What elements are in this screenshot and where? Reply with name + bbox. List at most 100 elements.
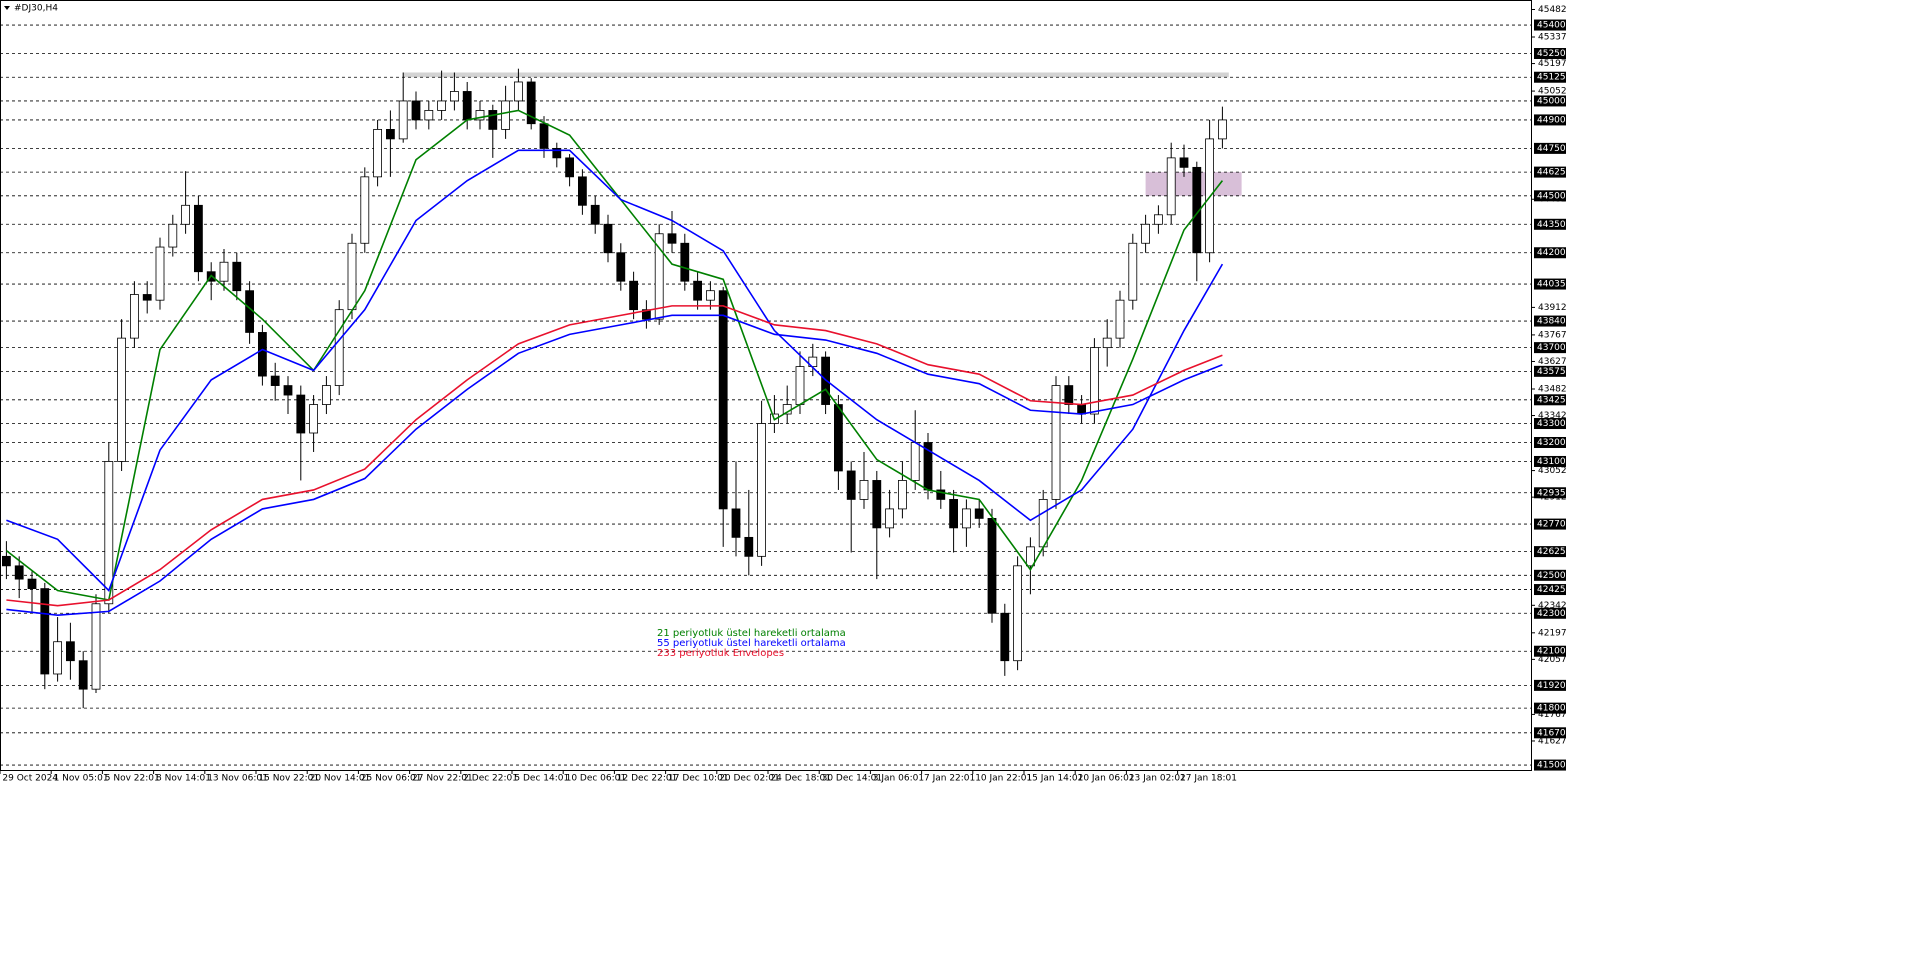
candle-body	[462, 91, 472, 121]
envelope-lower	[6, 314, 1223, 616]
x-tick-label: 5 Dec 14:01	[514, 774, 569, 784]
y-tick-label: 45482	[1538, 5, 1567, 15]
candle-body	[1013, 565, 1022, 662]
level-label: 43200	[1537, 438, 1566, 448]
candle-body	[718, 290, 728, 510]
ma-line	[6, 305, 1223, 607]
candle-body	[334, 309, 344, 386]
x-tick-label: 24 Dec 18:01	[770, 774, 831, 784]
candle-body	[706, 290, 715, 301]
level-label-box	[1534, 190, 1566, 202]
y-tick-label: 42057	[1538, 655, 1567, 665]
level-label-box	[1534, 436, 1566, 448]
candle-body	[411, 100, 421, 121]
level-label: 45250	[1537, 49, 1566, 59]
y-tick-label: 41767	[1538, 710, 1567, 720]
candle-body	[129, 294, 139, 339]
level-label: 41670	[1537, 728, 1566, 738]
x-tick-label: 8 Nov 14:01	[156, 774, 211, 784]
level-label: 44500	[1537, 191, 1566, 201]
level-label-box	[1534, 95, 1566, 107]
x-tick-label: 5 Nov 22:01	[105, 774, 160, 784]
y-tick-label: 43627	[1538, 357, 1567, 367]
y-tick-label: 42197	[1538, 628, 1567, 638]
level-label: 41800	[1537, 704, 1566, 714]
y-tick-label: 41627	[1538, 736, 1567, 746]
level-label-box	[1534, 48, 1566, 60]
level-label-box	[1534, 315, 1566, 327]
x-tick-label: 15 Jan 14:01	[1026, 774, 1083, 784]
candle-body	[667, 233, 677, 244]
candle-body	[270, 375, 280, 386]
level-label: 43840	[1537, 317, 1566, 327]
candle-body	[1026, 546, 1035, 567]
x-tick-label: 25 Nov 06:01	[361, 774, 422, 784]
candle-body	[629, 280, 638, 311]
candle-body	[680, 242, 690, 282]
candle-body	[347, 242, 357, 311]
candle-body	[526, 81, 536, 125]
y-tick-label: 45337	[1538, 33, 1567, 43]
candle-body	[949, 499, 958, 529]
level-label: 44035	[1537, 280, 1566, 290]
candle-body	[475, 110, 485, 121]
candle-body	[321, 385, 331, 405]
candle-body	[898, 480, 907, 510]
legend-entry: 55 periyotluk üstel hareketli ortalama	[657, 638, 846, 649]
zone	[403, 72, 1229, 78]
candle-body	[219, 261, 229, 282]
level-label: 45125	[1537, 73, 1566, 83]
x-tick-label: 7 Jan 22:01	[924, 774, 975, 784]
x-tick-label: 20 Jan 06:01	[1078, 774, 1135, 784]
candle-body	[1154, 214, 1163, 225]
candle-body	[987, 517, 997, 614]
candle-body	[539, 123, 549, 149]
candle-body	[962, 508, 971, 529]
y-tick-label: 45197	[1538, 59, 1567, 69]
level-label: 45000	[1537, 96, 1566, 106]
candle-body	[104, 461, 114, 605]
candle-body	[693, 280, 702, 301]
y-tick-label: 42342	[1538, 601, 1567, 611]
y-tick-label: 45052	[1538, 87, 1567, 97]
level-label: 42100	[1537, 647, 1566, 657]
level-label-box	[1534, 487, 1566, 499]
ma-line	[6, 149, 1224, 592]
x-tick-label: 15 Nov 22:01	[258, 774, 319, 784]
candle-body	[936, 489, 946, 500]
x-tick-label: 1 Nov 05:01	[54, 774, 109, 784]
candle-body	[590, 204, 600, 225]
candle-body	[885, 508, 894, 529]
candle-body	[731, 508, 741, 538]
candle-body	[795, 366, 805, 405]
x-tick-label: 23 Jan 02:01	[1129, 774, 1186, 784]
candle-body	[859, 480, 869, 500]
candle-body	[642, 309, 651, 320]
level-label-box	[1534, 418, 1566, 430]
candle-body	[910, 442, 920, 481]
candle-body	[437, 100, 447, 111]
x-tick-label: 2 Dec 22:01	[463, 774, 518, 784]
candle-body	[257, 332, 267, 377]
candle-body	[488, 110, 498, 130]
legend-entry: 233 periyotluk Envelopes	[657, 648, 784, 659]
candle-body	[1077, 404, 1086, 415]
candle-body	[1102, 337, 1112, 349]
level-label-box	[1534, 607, 1566, 619]
x-tick-label: 20 Nov 14:01	[310, 774, 371, 784]
level-label: 44750	[1537, 144, 1566, 154]
candle-body	[66, 641, 75, 662]
candle-body	[142, 294, 152, 301]
candle-body	[565, 157, 574, 178]
level-label: 44350	[1537, 220, 1566, 230]
menu-arrow[interactable]	[4, 6, 10, 10]
candle-body	[1218, 119, 1227, 140]
candle-body	[117, 337, 126, 462]
level-label-box	[1534, 166, 1566, 178]
candle-body	[1166, 157, 1176, 216]
candle-body	[744, 536, 754, 557]
level-label-box	[1534, 645, 1566, 657]
level-label-box	[1534, 247, 1566, 259]
level-label: 42500	[1537, 571, 1566, 581]
